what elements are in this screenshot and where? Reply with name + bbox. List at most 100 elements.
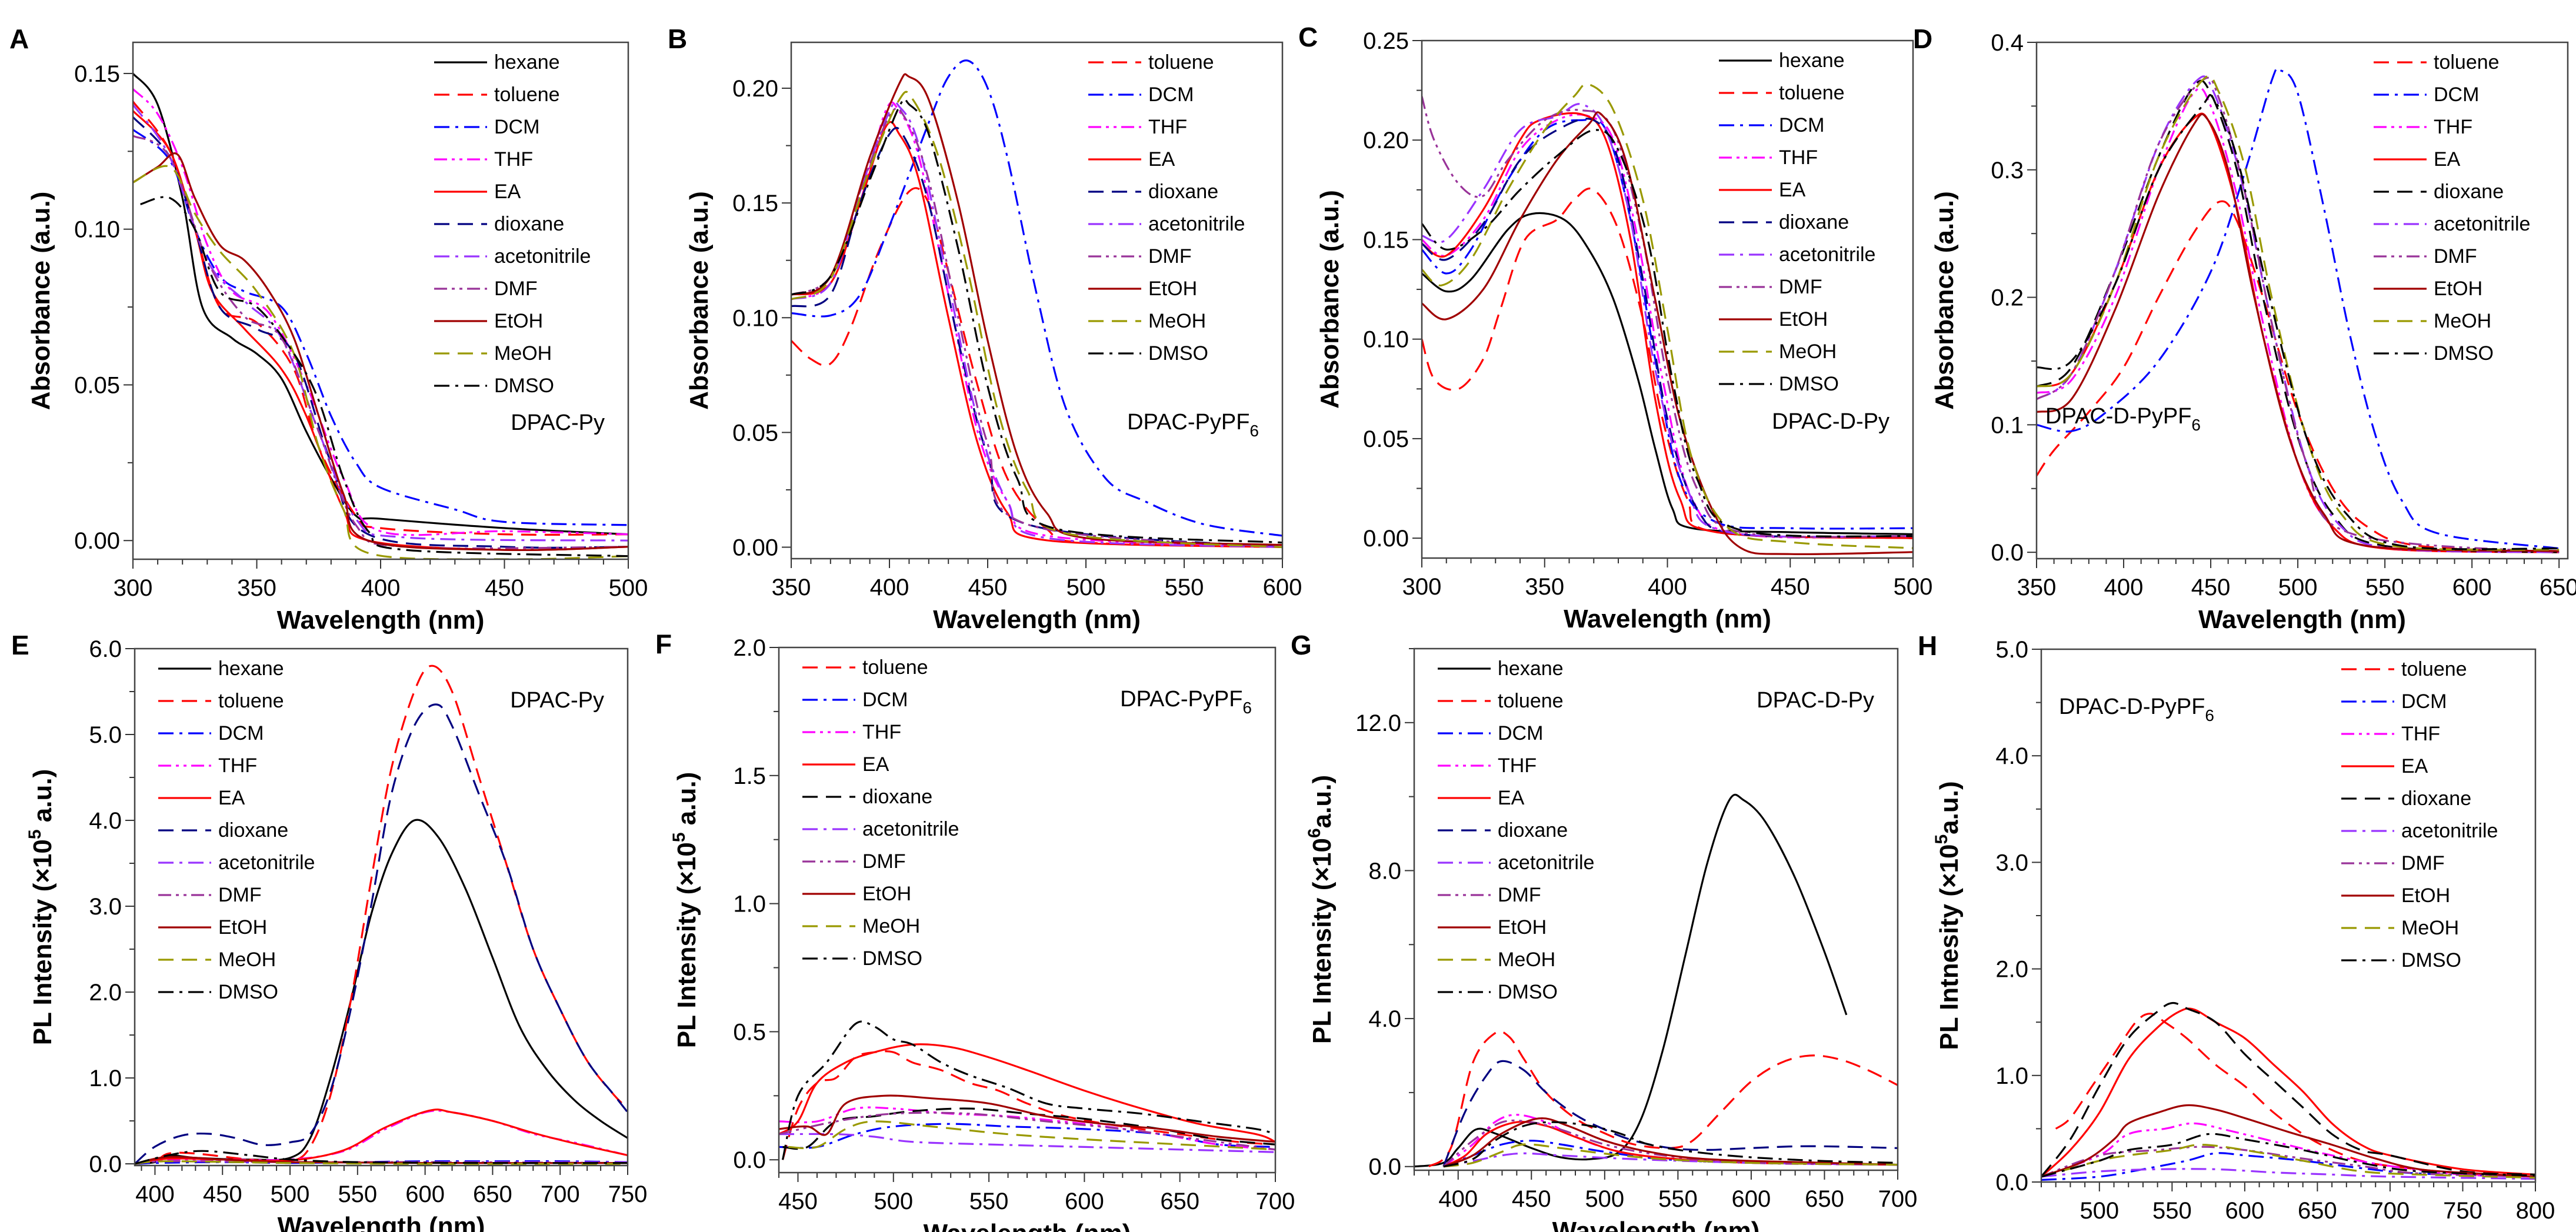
y-tick-label: 0.00: [74, 528, 120, 554]
legend-label: toluene: [2434, 51, 2500, 74]
compound-label: DPAC-PyPF6: [1120, 687, 1252, 717]
legend-label: MeOH: [862, 915, 920, 937]
legend-label: MeOH: [1498, 949, 1555, 971]
legend-label: dioxane: [2434, 181, 2504, 203]
series-line-DMSO: [135, 1150, 628, 1165]
legend-label: DCM: [1498, 722, 1543, 744]
x-axis-title: Wavelength (nm): [2185, 1228, 2392, 1232]
x-tick-label: 500: [271, 1181, 310, 1207]
series-line-DMF: [1422, 96, 1913, 538]
y-tick-label: 0.05: [74, 372, 120, 398]
y-tick-label: 0.15: [74, 61, 120, 87]
legend-label: acetonitrile: [2434, 213, 2530, 235]
legend-label: MeOH: [1148, 310, 1206, 332]
x-tick-label: 550: [1658, 1186, 1698, 1212]
series-line-acetonitrile: [2041, 1168, 2535, 1180]
x-tick-label: 650: [1160, 1188, 1199, 1214]
panel-D: D 350 400 450 500 550 600 650 0.0 0.1 0.2 0.3 0.4 Wav…: [1913, 24, 2576, 634]
legend-label: EtOH: [1148, 278, 1197, 300]
y-tick-label: 0.3: [1991, 158, 2024, 183]
panel-A: A 300 350 400 450 500 0.00 0.05 0.10 0.15 Waveleng…: [9, 24, 648, 635]
x-axis-title: Wavelength (nm): [1564, 605, 1771, 633]
y-axis-title-superscript: 5: [25, 829, 45, 839]
series-line-acetonitrile: [1422, 103, 1913, 538]
x-tick-label: 450: [968, 575, 1008, 600]
x-tick-label: 600: [2225, 1198, 2265, 1224]
series-line-toluene: [791, 187, 1282, 546]
series-line-EtOH: [1443, 1117, 1898, 1168]
legend-label: acetonitrile: [494, 245, 591, 268]
x-tick-label: 450: [778, 1188, 818, 1214]
x-tick-label: 800: [2516, 1198, 2555, 1224]
x-tick-label: 500: [1067, 575, 1106, 600]
legend-label: THF: [1148, 116, 1187, 138]
plot-frame: [1421, 39, 1914, 559]
legend-label: THF: [1779, 146, 1818, 169]
legend-label: EA: [1779, 179, 1806, 201]
compound-subscript: 6: [2205, 706, 2214, 724]
legend-label: DMF: [1779, 276, 1822, 298]
legend-label: acetonitrile: [1498, 852, 1594, 874]
y-tick-label: 12.0: [1355, 710, 1401, 736]
series-line-DMSO: [140, 196, 628, 557]
y-tick-label: 0.0: [1991, 540, 2024, 566]
series-line-DMSO: [1422, 129, 1913, 537]
x-axis-title: Wavelength (nm): [924, 1219, 1131, 1232]
x-tick-label: 500: [2278, 575, 2318, 600]
plot-frame: [790, 41, 1284, 560]
y-axis-title-text: Absorbance (a.u.): [685, 191, 714, 410]
x-tick-label: 400: [1648, 574, 1687, 600]
y-axis-title: PL Intensity (×106a.u.): [1305, 775, 1337, 1044]
y-axis-title-unit: a.u.): [1935, 781, 1964, 834]
legend-label: DCM: [1779, 114, 1824, 136]
legend-label: EtOH: [862, 883, 911, 905]
y-axis-title: Absorbance (a.u.): [1315, 190, 1344, 409]
y-axis-title-unit: a.u.): [672, 772, 701, 833]
legend-label: DMSO: [2401, 949, 2461, 971]
series-group: [133, 72, 628, 559]
series-line-acetonitrile: [779, 1133, 1275, 1153]
x-axis-title: Wavelength (nm): [933, 605, 1141, 634]
series-line-THF: [779, 1106, 1275, 1151]
legend-label: THF: [1498, 754, 1537, 777]
compound-label: DPAC-PyPF6: [1127, 410, 1259, 440]
series-line-acetonitrile: [791, 100, 1282, 549]
legend-label: THF: [862, 721, 901, 743]
legend-label: DMF: [1498, 884, 1541, 906]
legend-label: dioxane: [218, 819, 288, 842]
series-line-DCM: [791, 59, 1282, 537]
x-tick-label: 700: [1256, 1188, 1295, 1214]
y-axis-title-text: Absorbance (a.u.): [1930, 191, 1959, 410]
panel-letter: B: [668, 24, 687, 54]
series-line-DCM: [779, 1123, 1275, 1149]
legend-label: EA: [2401, 755, 2428, 777]
series-group: [135, 665, 628, 1165]
y-tick-label: 4.0: [1995, 743, 2028, 769]
legend-label: dioxane: [1498, 819, 1568, 842]
x-tick-label: 300: [1402, 574, 1442, 600]
x-tick-label: 650: [1805, 1186, 1844, 1212]
series-line-hexane: [1422, 212, 1913, 535]
x-tick-label: 750: [608, 1181, 648, 1207]
legend-label: EtOH: [1498, 916, 1547, 939]
plot-frame: [778, 646, 1277, 1174]
compound-label: DPAC-D-PyPF6: [2045, 404, 2201, 434]
series-line-hexane: [135, 819, 628, 1165]
legend-label: DMSO: [1498, 981, 1558, 1003]
x-tick-label: 450: [1771, 574, 1810, 600]
legend-label: EA: [862, 753, 889, 776]
x-tick-label: 450: [203, 1181, 242, 1207]
y-tick-label: 3.0: [1995, 850, 2028, 876]
y-axis-title-text: Absorbance (a.u.): [26, 192, 55, 410]
series-group: [1414, 793, 1898, 1168]
x-tick-label: 450: [485, 575, 524, 601]
x-tick-label: 500: [609, 575, 648, 601]
series-line-EtOH: [1422, 111, 1913, 556]
x-axis-title: Wavelength (nm): [278, 1212, 485, 1232]
legend-label: EtOH: [2434, 278, 2482, 300]
series-line-MeOH: [2041, 1144, 2535, 1179]
y-tick-label: 2.0: [89, 980, 122, 1006]
y-axis-title: PL Intnesity (×105a.u.): [1932, 781, 1964, 1050]
legend-label: DMSO: [862, 947, 922, 970]
y-axis-title-unit: a.u.): [28, 769, 57, 830]
